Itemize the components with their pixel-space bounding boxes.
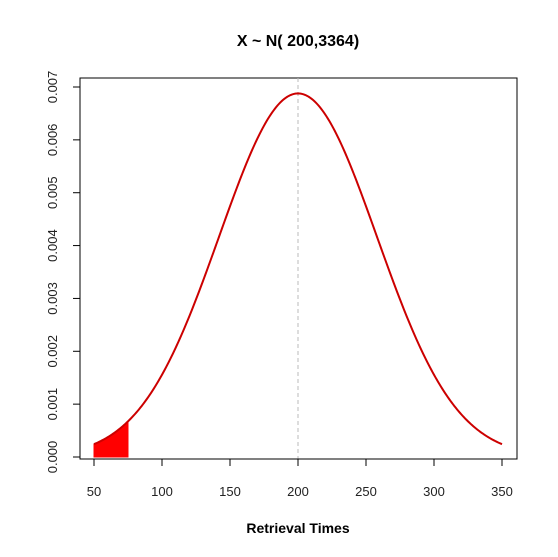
y-tick-label: 0.005 xyxy=(45,176,60,209)
chart-title: X ~ N( 200,3364) xyxy=(237,33,359,50)
x-tick-label: 250 xyxy=(355,484,377,499)
x-tick-label: 50 xyxy=(87,484,101,499)
y-tick-label: 0.007 xyxy=(45,71,60,104)
y-tick-label: 0.004 xyxy=(45,229,60,262)
x-tick-label: 350 xyxy=(491,484,513,499)
x-axis: 50 100 150 200 250 300 350 xyxy=(87,458,513,499)
x-tick-label: 200 xyxy=(287,484,309,499)
x-tick-label: 150 xyxy=(219,484,241,499)
y-tick-label: 0.002 xyxy=(45,335,60,368)
y-axis: 0.000 0.001 0.002 0.003 0.004 0.005 0.006 0.007 xyxy=(45,71,81,474)
x-tick-label: 300 xyxy=(423,484,445,499)
x-tick-label: 100 xyxy=(151,484,173,499)
y-tick-label: 0.000 xyxy=(45,441,60,474)
y-tick-label: 0.006 xyxy=(45,124,60,157)
y-tick-label: 0.003 xyxy=(45,282,60,315)
density-curve xyxy=(93,92,503,446)
x-axis-label: Retrieval Times xyxy=(246,520,349,536)
y-tick-label: 0.001 xyxy=(45,388,60,421)
